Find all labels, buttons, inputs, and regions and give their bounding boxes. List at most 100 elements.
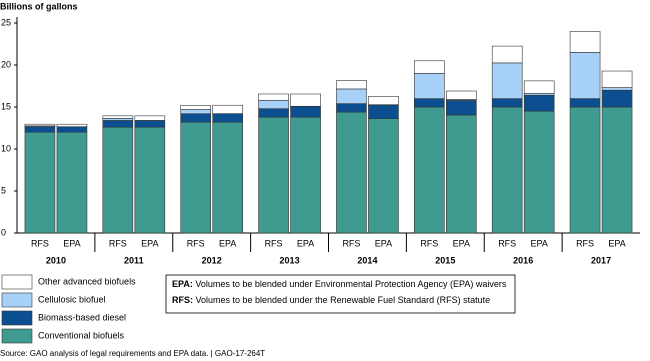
- bar-segment: [212, 113, 243, 123]
- note: EPA: Volumes to be blended under Environ…: [172, 279, 507, 289]
- bar-segment: [446, 90, 477, 100]
- bar-segment: [180, 113, 211, 123]
- group-label: 2012: [202, 255, 222, 265]
- y-tick-label: 15: [1, 101, 11, 111]
- bar-segment: [368, 96, 399, 106]
- x-tick-label: EPA: [453, 238, 470, 248]
- bar-segment: [290, 106, 321, 118]
- bar-segment: [601, 106, 633, 234]
- x-tick-label: RFS: [342, 238, 360, 248]
- bar-segment: [134, 120, 166, 128]
- legend-label: Biomass-based diesel: [38, 312, 126, 322]
- group-label: 2014: [357, 255, 377, 265]
- y-tick-label: 25: [1, 17, 11, 27]
- note-text: Volumes to be blended under the Renewabl…: [193, 295, 490, 305]
- bar-segment: [336, 88, 367, 104]
- bar-segment: [414, 98, 445, 108]
- bar-segment: [368, 118, 399, 234]
- y-tick-label: 10: [1, 143, 11, 153]
- bar-segment: [601, 87, 633, 91]
- x-tick-label: EPA: [219, 238, 236, 248]
- y-tick-label: 0: [1, 227, 6, 237]
- note-label: EPA:: [172, 279, 193, 289]
- x-tick-label: RFS: [109, 238, 127, 248]
- legend-label: Cellulosic biofuel: [38, 294, 106, 304]
- legend-swatch: [1, 310, 33, 326]
- note: RFS: Volumes to be blended under the Ren…: [172, 295, 490, 305]
- bar-segment: [414, 106, 445, 234]
- x-tick-label: RFS: [420, 238, 438, 248]
- bar-segment: [24, 123, 56, 127]
- bar-segment: [523, 94, 555, 112]
- group-label: 2016: [513, 255, 533, 265]
- x-tick-label: EPA: [63, 238, 80, 248]
- bar-segment: [134, 115, 166, 121]
- bar-segment: [491, 106, 523, 234]
- bar-segment: [336, 80, 367, 90]
- bar-segment: [569, 106, 601, 234]
- x-tick-label: RFS: [31, 238, 49, 248]
- bar-segment: [414, 60, 445, 74]
- x-tick-label: EPA: [531, 238, 548, 248]
- legend-swatch: [1, 274, 33, 290]
- x-tick-label: RFS: [187, 238, 205, 248]
- x-tick-label: RFS: [576, 238, 594, 248]
- bar-segment: [56, 126, 88, 133]
- source: Source: GAO analysis of legal requiremen…: [0, 349, 265, 358]
- bar-segment: [336, 111, 367, 234]
- bar-segment: [258, 93, 289, 101]
- bar-segment: [523, 80, 555, 94]
- bar-segment: [180, 109, 211, 115]
- notes-box: [165, 274, 516, 314]
- bar-segment: [569, 52, 601, 99]
- bar-segment: [56, 123, 88, 127]
- bar-segment: [102, 126, 134, 234]
- group-label: 2010: [46, 255, 66, 265]
- x-tick-label: EPA: [297, 238, 314, 248]
- bar-segment: [258, 108, 289, 118]
- bar-segment: [523, 110, 555, 234]
- bar-segment: [212, 104, 243, 114]
- x-tick-label: EPA: [141, 238, 158, 248]
- bar-segment: [601, 89, 633, 108]
- bar-segment: [24, 131, 56, 234]
- bar-segment: [491, 62, 523, 99]
- bar-segment: [290, 116, 321, 234]
- bar-segment: [446, 100, 477, 116]
- x-tick-label: EPA: [375, 238, 392, 248]
- y-axis-label: Billions of gallons: [0, 1, 78, 11]
- bar-segment: [258, 116, 289, 234]
- bar-segment: [180, 105, 211, 110]
- note-text: Volumes to be blended under Environmenta…: [193, 279, 507, 289]
- bar-segment: [446, 114, 477, 234]
- bar-segment: [102, 115, 134, 119]
- bar-segment: [491, 45, 523, 64]
- note-label: RFS:: [172, 295, 193, 305]
- bar-segment: [414, 73, 445, 99]
- group-label: 2017: [591, 255, 611, 265]
- y-tick-label: 20: [1, 59, 11, 69]
- y-tick-label: 5: [1, 185, 6, 195]
- legend-label: Conventional biofuels: [38, 330, 125, 340]
- group-label: 2015: [435, 255, 455, 265]
- group-label: 2011: [124, 255, 144, 265]
- bar-segment: [368, 104, 399, 119]
- bar-segment: [180, 121, 211, 234]
- group-label: 2013: [280, 255, 300, 265]
- bar-segment: [212, 121, 243, 234]
- bar-segment: [134, 126, 166, 234]
- x-tick-label: RFS: [498, 238, 516, 248]
- bar-segment: [258, 99, 289, 109]
- bar-segment: [601, 70, 633, 88]
- bar-segment: [290, 93, 321, 107]
- legend-swatch: [1, 328, 33, 344]
- bar-segment: [102, 118, 134, 121]
- bar-segment: [569, 31, 601, 53]
- bar-segment: [24, 126, 56, 133]
- bar-segment: [336, 103, 367, 113]
- bar-segment: [569, 98, 601, 108]
- bar-segment: [491, 98, 523, 108]
- bar-segment: [56, 131, 88, 234]
- legend-swatch: [1, 292, 33, 308]
